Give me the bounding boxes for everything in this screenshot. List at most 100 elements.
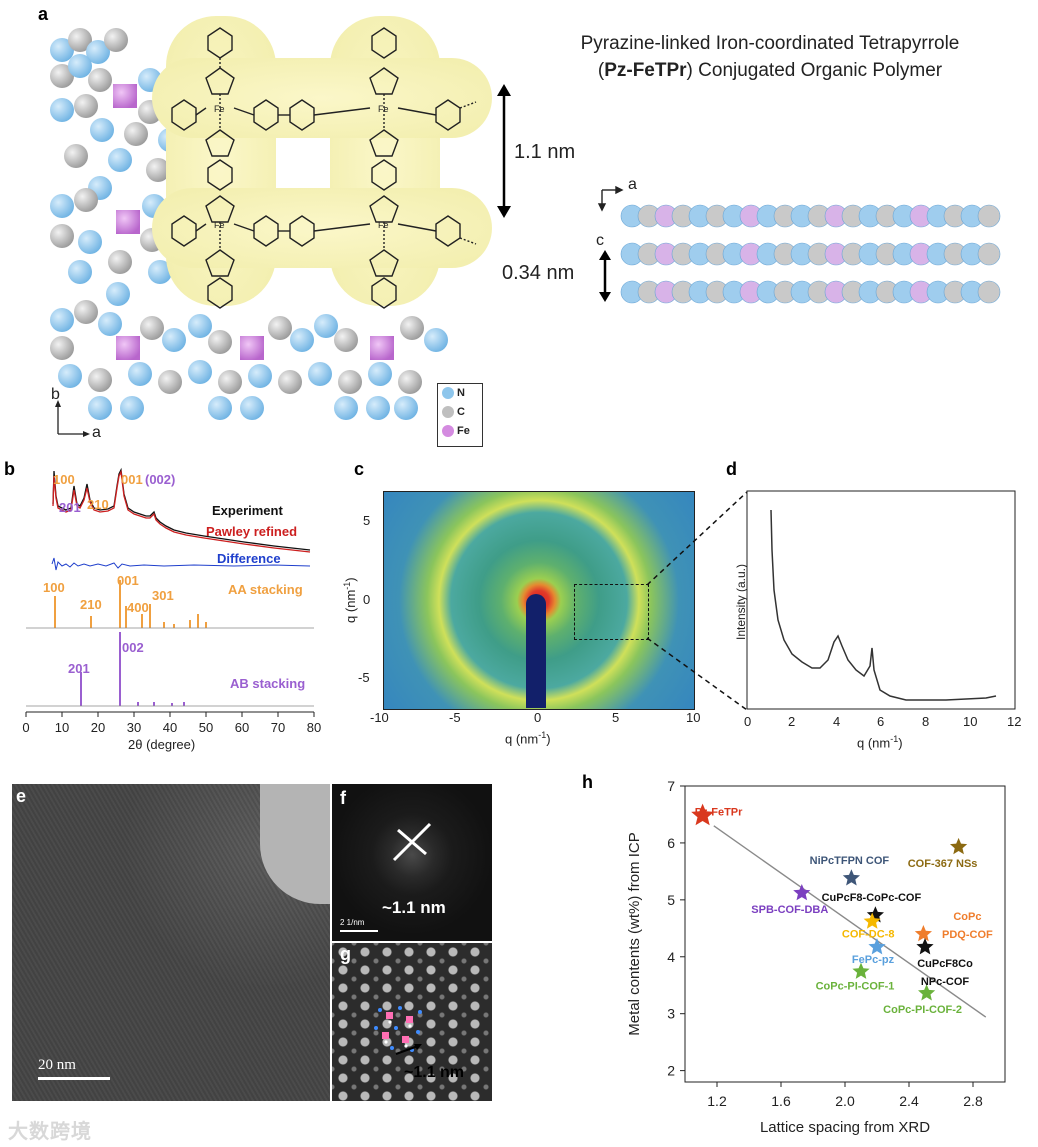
peak-100-top: 100 [53,472,75,487]
d-xtick-12: 12 [1007,714,1022,729]
data-point-star [793,884,811,901]
d-xtick-0: 0 [744,714,752,729]
y-tick-label: 6 [667,835,675,851]
c-xtick-5: 5 [612,710,620,725]
legend-difference: Difference [217,551,281,566]
point-label: CuPcF8Co [917,958,973,970]
y-tick-label: 3 [667,1006,675,1022]
axis-indicator-ba [55,400,90,437]
saxs-1d-profile [746,490,1016,710]
n-atom-swatch [442,387,454,400]
point-label: Pz-FeTPr [695,807,743,819]
ab-peak-201: 201 [68,661,90,676]
pawley-refined-curve [52,469,311,553]
y-tick-label: 4 [667,949,675,965]
panel-c-letter: c [354,459,365,479]
legend-n: N [442,387,465,400]
ab-stacking-sticks [80,632,185,706]
panel-a-title-line2: (Pz-FeTPr) Conjugated Organic Polymer [597,60,943,81]
xrd-tick-label: 60 [235,720,249,735]
xrd-tick-label: 50 [199,720,213,735]
legend-c: C [442,406,465,419]
legend-experiment: Experiment [212,503,283,518]
c-y-axis-label: q (nm-1) [341,577,359,623]
c-atom-swatch [442,406,454,419]
fe-atom-label-1: Fe [214,104,225,114]
stack-layer-1 [620,204,1001,228]
tem-scale-label: 20 nm [38,1057,76,1073]
fe-atom-label-3: Fe [214,220,225,230]
stack-layer-3 [620,280,1001,304]
panel-a-title-line1: Pyrazine-linked Iron-coordinated Tetrapy… [580,33,960,54]
c-xtick-minus5: -5 [449,710,461,725]
d-xtick-8: 8 [922,714,930,729]
c-xtick-10: 10 [686,710,701,725]
x-tick-label: 1.2 [707,1093,727,1109]
fe-atom-label-4: Fe [378,220,389,230]
point-label: CoPc [953,911,981,923]
watermark: 大数跨境 [8,1121,92,1143]
peak-210-top: 210 [87,497,109,512]
hrtem-spacing-label: ~1.1 nm [404,1064,465,1081]
panel-a-title-bold: Pz-FeTPr [604,60,687,81]
sphere-column-left [50,28,182,306]
tem-scale-bar [38,1077,110,1080]
xrd-tick-label: 70 [271,720,285,735]
point-label: PDQ-COF [942,929,993,941]
y-tick-label: 5 [667,892,675,908]
peak-001-top: 001 [121,472,143,487]
xrd-pattern-chart: 0 10 20 30 40 50 60 70 80 [22,467,321,735]
structure-glow [152,16,492,306]
panel-b-letter: b [4,459,15,479]
xrd-tick-label: 0 [22,720,29,735]
side-axis-a-label: a [628,176,637,193]
point-label: COF-367 NSs [908,858,978,870]
stack-atom [977,204,1001,228]
peak-201-top: 201 [59,500,81,515]
d-xtick-4: 4 [833,714,841,729]
aa-peak-301: 301 [152,588,174,603]
data-point-star [842,869,860,886]
point-label: CoPc-PI-COF-2 [883,1004,962,1016]
ab-peak-002: 002 [122,640,144,655]
fft-cross-marker [392,822,432,862]
data-point-star [691,803,714,826]
zoom-region-box [574,584,649,640]
c-ytick-0: 0 [363,592,371,607]
panel-e-letter: e [16,786,27,806]
d-x-axis-label: q (nm-1) [857,734,903,751]
stack-spacing-label: 0.34 nm [502,262,575,284]
c-xtick-0: 0 [534,710,542,725]
c-ytick-5: 5 [363,513,371,528]
y-axis-label: Metal contents (wt%) from ICP [626,832,643,1035]
point-label: CoPc-PI-COF-1 [816,981,895,993]
fe-atom-label-2: Fe [378,104,389,114]
panel-a-letter: a [38,4,49,24]
xrd-tick-label: 80 [307,720,321,735]
point-label: COF-DC-8 [842,928,895,940]
panel-g-letter: g [340,944,351,964]
c-ytick-minus5: -5 [358,670,370,685]
xrd-tick-label: 40 [163,720,177,735]
aa-stacking-label: AA stacking [228,582,303,597]
x-tick-label: 2.4 [899,1093,919,1109]
xrd-tick-label: 10 [55,720,69,735]
xrd-x-ticks: 0 10 20 30 40 50 60 70 80 [22,712,321,735]
point-label: NPc-COF [921,976,970,988]
fft-scale-label: 2 1/nm [340,918,365,927]
d-xtick-2: 2 [788,714,796,729]
stacking-side-view [597,185,1001,304]
fft-image [332,784,492,941]
x-axis-label: Lattice spacing from XRD [760,1119,930,1136]
aa-peak-001: 001 [117,573,139,588]
stack-atom [977,242,1001,266]
xrd-x-axis-label: 2θ (degree) [128,737,196,752]
chemical-structure-drawing [171,27,477,309]
difference-curve [51,557,311,571]
pore-size-arrow [497,84,511,218]
xrd-tick-label: 20 [91,720,105,735]
fft-spacing-label: ~1.1 nm [382,898,446,917]
x-tick-label: 1.6 [771,1093,791,1109]
pore-size-label: 1.1 nm [514,141,576,163]
stack-spacing-arrow [599,250,611,302]
